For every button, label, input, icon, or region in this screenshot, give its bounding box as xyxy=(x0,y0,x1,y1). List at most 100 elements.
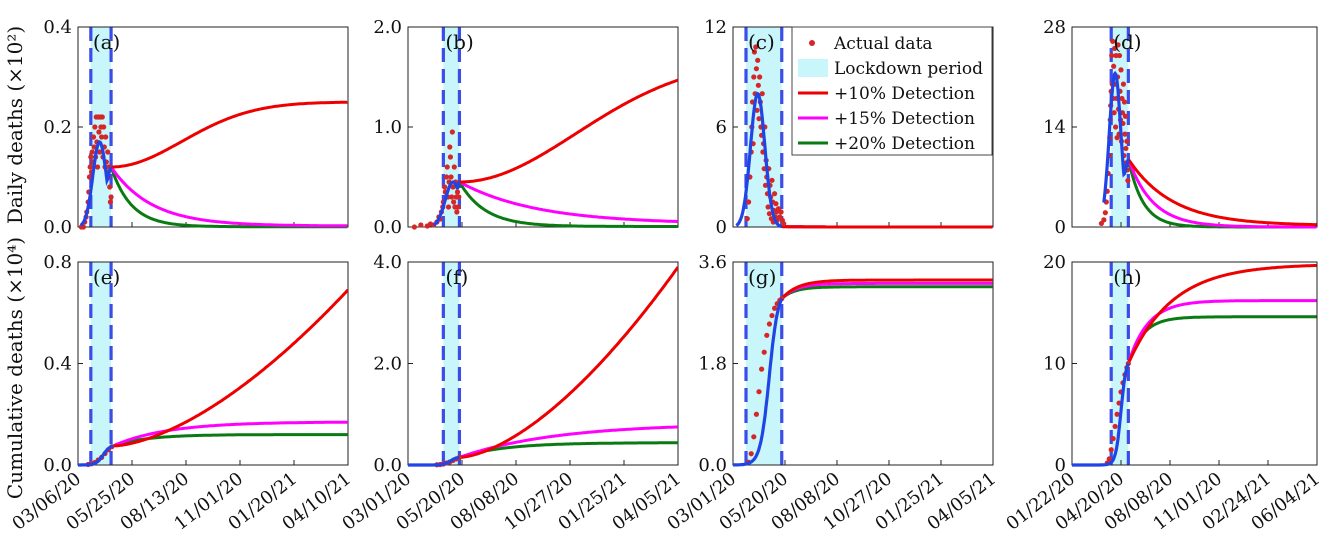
data-point-c-11 xyxy=(753,66,760,72)
data-point-a-25 xyxy=(99,134,105,140)
plot-area-h xyxy=(1072,263,1317,467)
y-tick-label-b-2: 2.0 xyxy=(373,17,402,38)
data-point-d-40 xyxy=(1123,145,1129,152)
panels-layer: 0.00.20.4(a)0.01.02.0(b)0612(c)01428(d)0… xyxy=(8,17,1324,535)
y-axis-label-bottom: Cumulative deaths (×10⁴) xyxy=(3,237,27,499)
series-fit-g xyxy=(733,297,784,467)
data-point-g-3 xyxy=(753,411,760,417)
data-point-b-21 xyxy=(449,194,455,200)
y-tick-label-g-1: 1.8 xyxy=(698,354,727,375)
data-point-c-25 xyxy=(762,182,769,188)
data-point-d-17 xyxy=(1112,45,1118,52)
series-det15-h xyxy=(1126,299,1317,364)
plot-area-g xyxy=(733,278,993,467)
panel-label-a: (a) xyxy=(93,30,121,54)
legend-label-det20: +20% Detection xyxy=(834,134,975,154)
data-point-a-7 xyxy=(86,174,93,180)
y-tick-label-d-0: 0 xyxy=(1055,217,1066,238)
plot-area-a xyxy=(78,100,348,230)
legend-label-det15: +15% Detection xyxy=(834,109,975,129)
data-point-b-22 xyxy=(449,129,455,135)
series-det10-e xyxy=(112,288,348,448)
y-tick-label-e-0: 0.0 xyxy=(43,455,72,476)
data-point-a-9 xyxy=(88,154,94,160)
plot-area-c xyxy=(735,44,993,229)
panel-label-h: (h) xyxy=(1113,265,1142,289)
panel-label-d: (d) xyxy=(1113,30,1141,54)
y-tick-label-f-1: 2.0 xyxy=(373,354,402,375)
data-point-b-19 xyxy=(447,154,454,160)
data-point-c-41 xyxy=(773,201,779,207)
series-det15-g xyxy=(780,281,993,300)
panel-b: 0.0 1.0 2.0 (b) xyxy=(373,17,679,238)
data-point-a-37 xyxy=(107,184,113,190)
data-point-c-15 xyxy=(756,116,762,122)
legend-box xyxy=(791,26,993,156)
data-point-g-1 xyxy=(748,451,754,457)
series-fit-f xyxy=(408,455,460,467)
data-point-a-22 xyxy=(97,149,103,155)
data-point-a-15 xyxy=(92,124,98,130)
plot-area-b xyxy=(411,78,678,230)
plot-area-f xyxy=(408,266,678,468)
series-det20-a xyxy=(109,166,348,229)
series-fit-b xyxy=(432,180,461,227)
panel-g: 0.01.83.603/01/2005/20/2008/08/2010/27/2… xyxy=(663,252,1000,535)
y-tick-label-f-2: 4.0 xyxy=(373,252,402,273)
series-det10-b xyxy=(459,78,678,184)
data-point-b-24 xyxy=(451,199,457,205)
panel-label-c: (c) xyxy=(748,30,775,54)
data-point-a-34 xyxy=(105,149,111,155)
series-det10-g xyxy=(780,278,993,300)
y-tick-label-b-0: 0.0 xyxy=(373,217,402,238)
legend: Actual data Lockdown period +10% Detection… xyxy=(791,26,993,156)
data-point-b-11 xyxy=(442,184,448,190)
data-point-c-13 xyxy=(755,57,761,63)
data-point-b-13 xyxy=(443,174,450,180)
data-point-c-7 xyxy=(751,74,757,80)
data-point-g-6 xyxy=(761,349,767,355)
lockdown-band-e xyxy=(90,262,112,465)
y-tick-label-h-1: 10 xyxy=(1043,354,1066,375)
data-point-d-19 xyxy=(1113,124,1119,130)
y-tick-label-d-2: 28 xyxy=(1043,17,1066,38)
data-point-c-14 xyxy=(755,82,761,88)
panel-label-b: (b) xyxy=(445,30,473,54)
data-point-a-26 xyxy=(99,114,105,120)
data-point-d-11 xyxy=(1109,52,1115,59)
series-fit-d xyxy=(1102,70,1130,203)
data-point-d-42 xyxy=(1124,138,1130,144)
y-tick-label-b-1: 1.0 xyxy=(373,117,402,138)
legend-marker-lockdown xyxy=(798,59,828,77)
data-point-b-30 xyxy=(454,189,461,195)
y-tick-label-a-0: 0.0 xyxy=(43,217,72,238)
data-point-c-0 xyxy=(744,216,750,222)
y-tick-label-c-2: 12 xyxy=(704,17,727,38)
data-point-g-10 xyxy=(772,305,778,311)
data-point-c-20 xyxy=(759,91,765,97)
data-point-b-20 xyxy=(448,174,454,180)
panel-c: 0 6 12 (c) xyxy=(704,17,994,238)
data-point-d-27 xyxy=(1116,52,1123,59)
data-point-h-5 xyxy=(1114,411,1120,417)
data-point-c-31 xyxy=(766,211,773,217)
data-point-a-31 xyxy=(103,134,109,140)
series-fit-a xyxy=(79,140,113,227)
data-point-g-9 xyxy=(769,312,775,319)
data-point-b-32 xyxy=(456,194,462,200)
data-point-a-21 xyxy=(96,129,102,135)
data-point-c-29 xyxy=(765,204,771,210)
series-fit-e xyxy=(78,444,114,467)
data-point-d-13 xyxy=(1110,38,1116,44)
series-det15-b xyxy=(458,180,678,223)
data-point-d-35 xyxy=(1120,81,1127,87)
series-det15-e xyxy=(112,420,348,448)
data-point-b-0 xyxy=(411,224,418,230)
plot-area-e xyxy=(78,288,348,468)
data-point-b-29 xyxy=(454,209,460,215)
data-point-a-38 xyxy=(107,199,113,205)
data-point-c-48 xyxy=(781,221,787,227)
data-point-d-15 xyxy=(1111,63,1117,69)
panel-e: 0.00.40.803/06/2005/25/2008/13/2011/01/2… xyxy=(8,252,355,535)
series-det15-d xyxy=(1126,158,1317,229)
